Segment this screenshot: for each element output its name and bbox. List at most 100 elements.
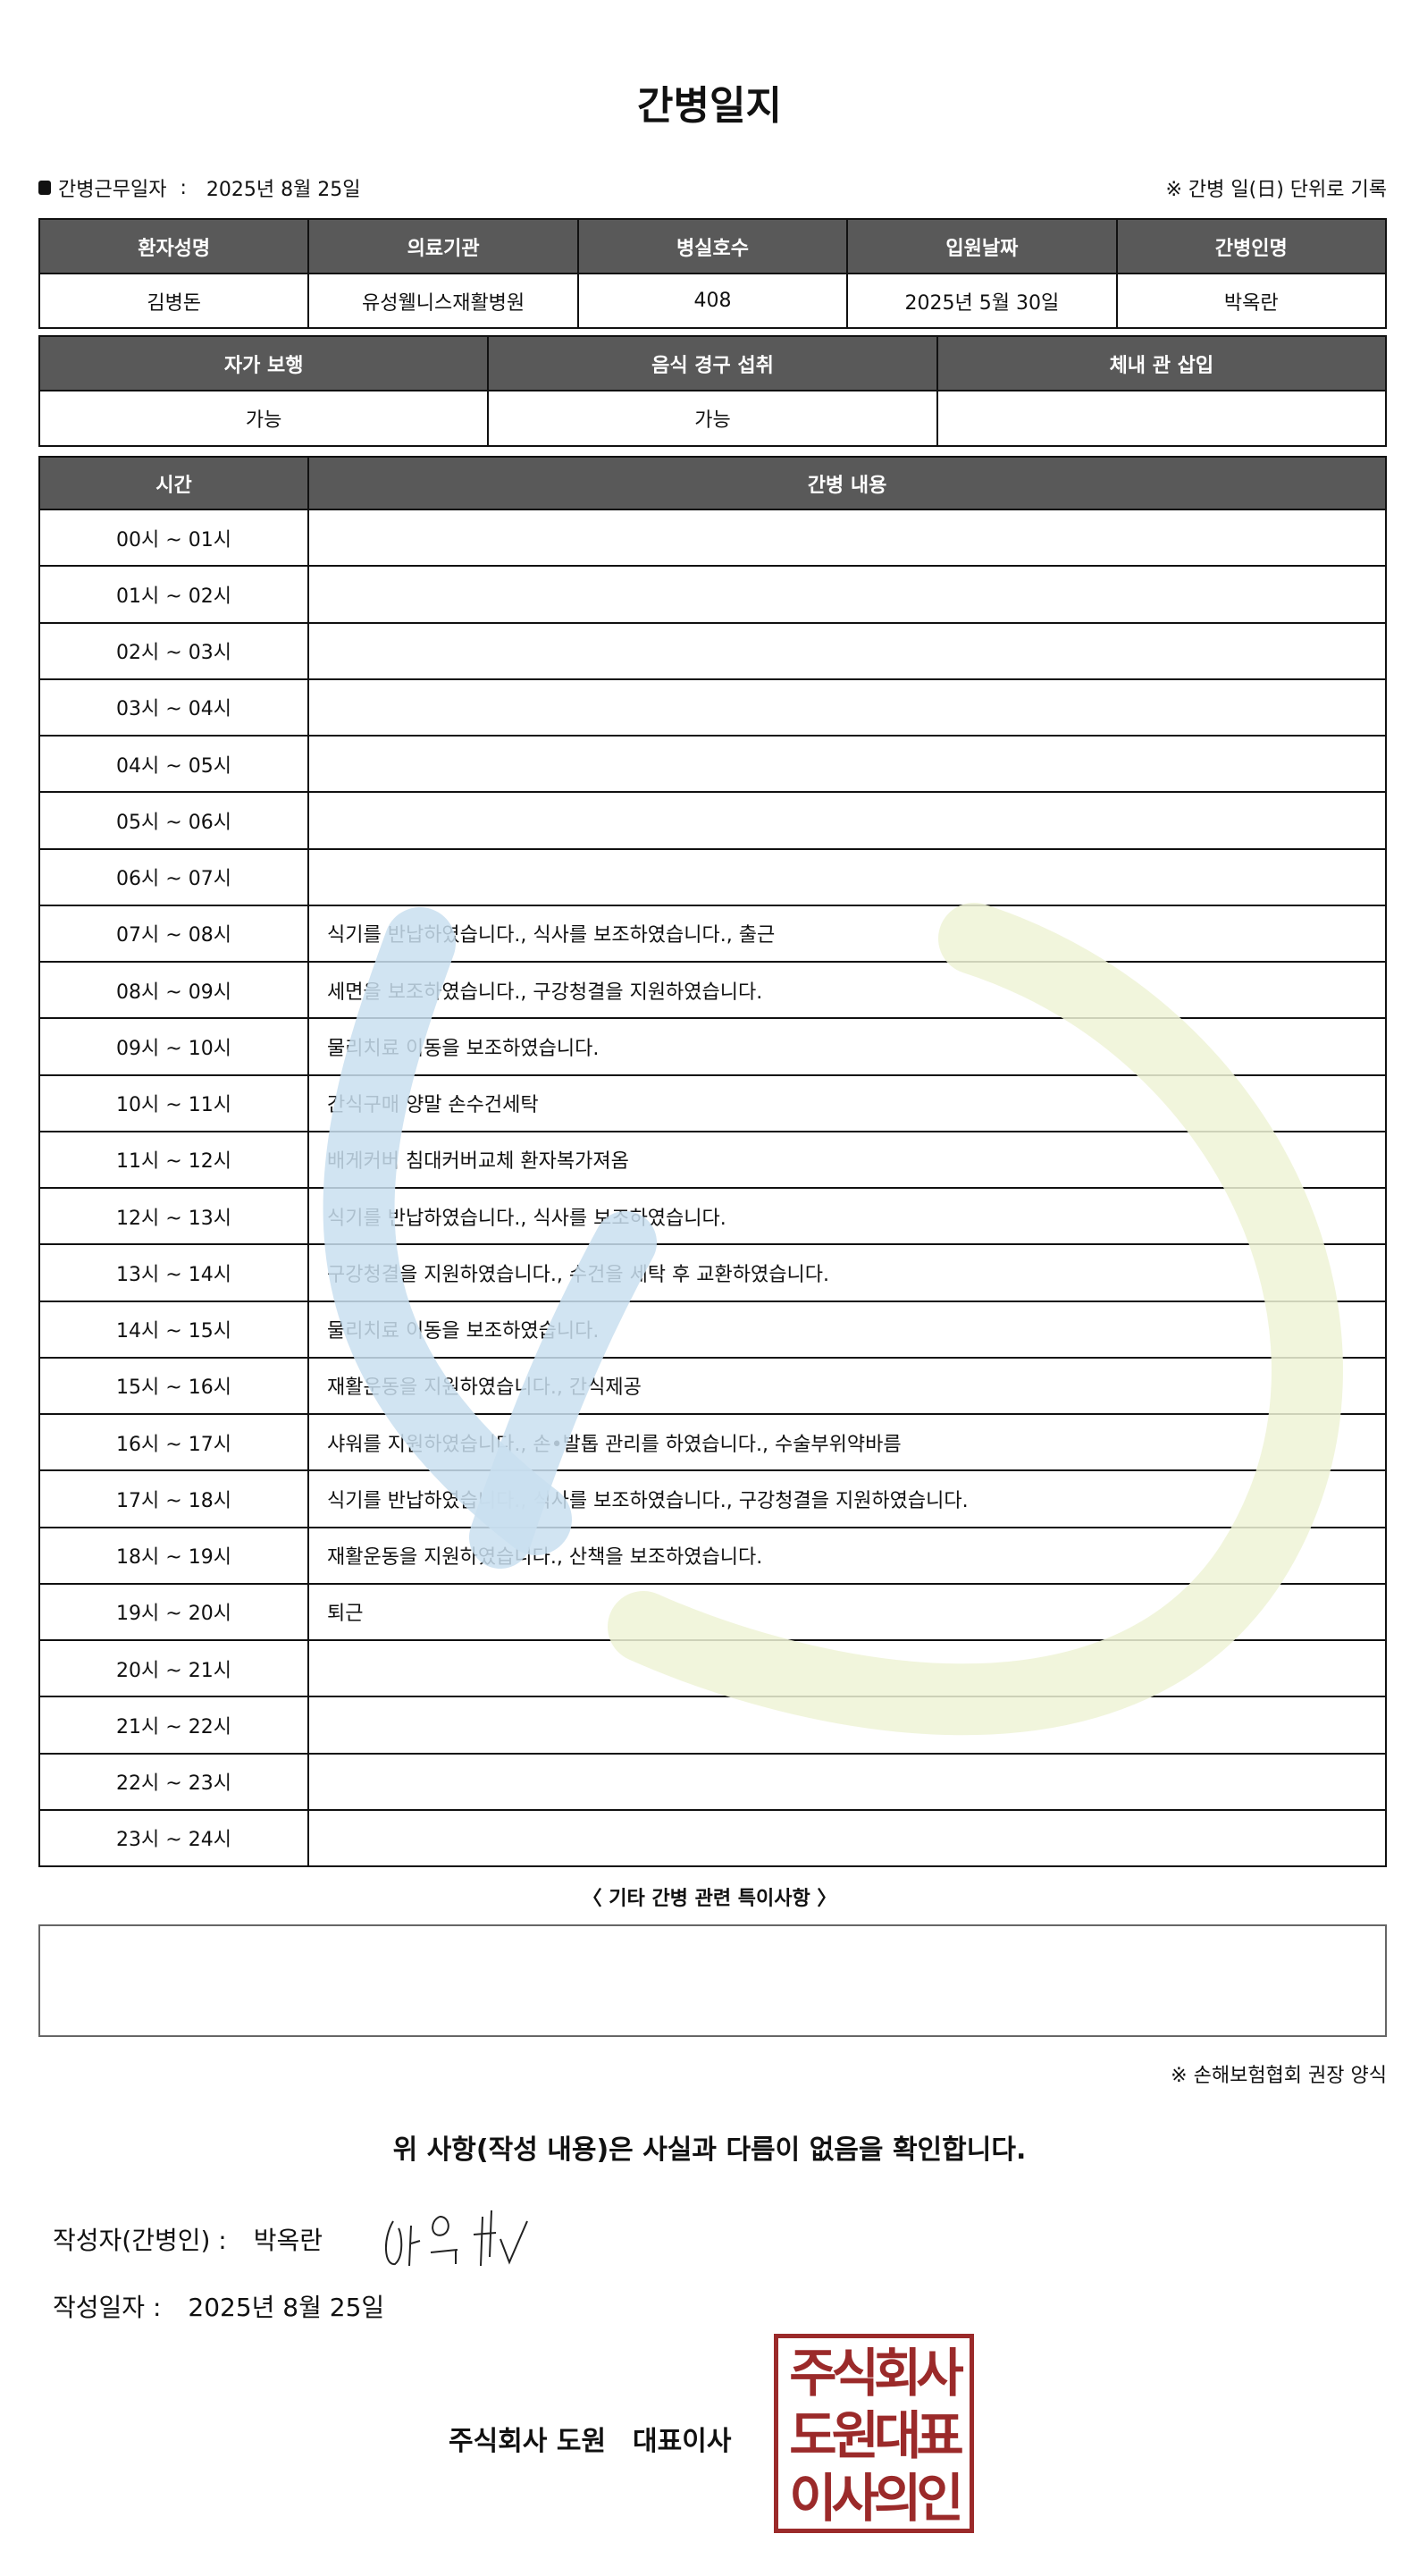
care-log-table: 시간 간병 내용 00시 ~ 01시 01시 ~ 02시 02시 ~ 03시 03시 … bbox=[38, 456, 1387, 1868]
form-note: ※ 손해보험협회 권장 양식 bbox=[1171, 2065, 1387, 2087]
log-time: 07시 ~ 08시 bbox=[38, 904, 309, 964]
log-content bbox=[307, 1752, 1387, 1811]
log-row: 18시 ~ 19시 재활운동을 지원하였습니다., 산책을 보조하였습니다. bbox=[38, 1526, 1387, 1585]
header-admission-date: 입원날짜 bbox=[846, 218, 1118, 274]
log-row: 17시 ~ 18시 식기를 반납하였습니다., 식사를 보조하였습니다., 구강청… bbox=[38, 1469, 1387, 1528]
header-content: 간병 내용 bbox=[307, 456, 1387, 510]
written-date-value: 2025년 8월 25일 bbox=[188, 2293, 385, 2322]
representative-title: 대표이사 bbox=[633, 2426, 732, 2457]
log-row: 23시 ~ 24시 bbox=[38, 1808, 1387, 1868]
remarks-label: 〈 기타 간병 관련 특이사항 〉 bbox=[582, 1888, 837, 1910]
log-time: 03시 ~ 04시 bbox=[38, 678, 309, 737]
log-content bbox=[307, 565, 1387, 624]
log-row: 04시 ~ 05시 bbox=[38, 734, 1387, 794]
log-content: 물리치료 이동을 보조하였습니다. bbox=[307, 1017, 1387, 1076]
log-row: 07시 ~ 08시 식기를 반납하였습니다., 식사를 보조하였습니다., 출근 bbox=[38, 904, 1387, 964]
log-time: 21시 ~ 22시 bbox=[38, 1696, 309, 1755]
log-row: 09시 ~ 10시 물리치료 이동을 보조하였습니다. bbox=[38, 1017, 1387, 1076]
remarks-box bbox=[38, 1924, 1387, 2037]
bullet-icon bbox=[38, 181, 51, 195]
log-row: 13시 ~ 14시 구강청결을 지원하였습니다., 수건을 세탁 후 교환하였습니… bbox=[38, 1243, 1387, 1302]
log-content: 식기를 반납하였습니다., 식사를 보조하였습니다. bbox=[307, 1186, 1387, 1246]
header-tube: 체내 관 삽입 bbox=[936, 335, 1388, 391]
writer-label: 작성자(간병인) : bbox=[53, 2226, 227, 2255]
admission-date: 2025년 5월 30일 bbox=[846, 273, 1118, 329]
log-row: 02시 ~ 03시 bbox=[38, 621, 1387, 680]
log-content: 간식구매 양말 손수건세탁 bbox=[307, 1073, 1387, 1132]
log-row: 08시 ~ 09시 세면을 보조하였습니다., 구강청결을 지원하였습니다. bbox=[38, 960, 1387, 1020]
work-date-value: 2025년 8월 25일 bbox=[206, 179, 361, 201]
log-content bbox=[307, 508, 1387, 568]
header-caregiver: 간병인명 bbox=[1115, 218, 1388, 274]
writer-name: 박옥란 bbox=[253, 2226, 323, 2255]
log-time: 11시 ~ 12시 bbox=[38, 1130, 309, 1190]
log-content bbox=[307, 621, 1387, 680]
log-time: 19시 ~ 20시 bbox=[38, 1582, 309, 1642]
log-content: 퇴근 bbox=[307, 1582, 1387, 1642]
log-content: 식기를 반납하였습니다., 식사를 보조하였습니다., 구강청결을 지원하였습니… bbox=[307, 1469, 1387, 1528]
log-time: 12시 ~ 13시 bbox=[38, 1186, 309, 1246]
confirmation-statement: 위 사항(작성 내용)은 사실과 다름이 없음을 확인합니다. bbox=[392, 2134, 1027, 2166]
status-table: 자가 보행 음식 경구 섭취 체내 관 삽입 가능 가능 bbox=[38, 335, 1388, 447]
patient-table: 환자성명 의료기관 병실호수 입원날짜 간병인명 김병돈 유성웰니스재활병원 4… bbox=[38, 218, 1388, 329]
log-time: 22시 ~ 23시 bbox=[38, 1752, 309, 1811]
log-content: 식기를 반납하였습니다., 식사를 보조하였습니다., 출근 bbox=[307, 904, 1387, 964]
log-time: 06시 ~ 07시 bbox=[38, 847, 309, 906]
log-row: 11시 ~ 12시 배게커버 침대커버교체 환자복가져옴 bbox=[38, 1130, 1387, 1190]
caregiver: 박옥란 bbox=[1115, 273, 1388, 329]
header-room: 병실호수 bbox=[576, 218, 849, 274]
room: 408 bbox=[576, 273, 849, 329]
log-content: 재활운동을 지원하였습니다., 산책을 보조하였습니다. bbox=[307, 1526, 1387, 1585]
log-row: 06시 ~ 07시 bbox=[38, 847, 1387, 906]
page-title: 간병일지 bbox=[637, 83, 782, 129]
log-row: 16시 ~ 17시 샤워를 지원하였습니다., 손•발톱 관리를 하였습니다., … bbox=[38, 1412, 1387, 1472]
log-content bbox=[307, 734, 1387, 794]
patient-name: 김병돈 bbox=[38, 273, 310, 329]
log-row: 15시 ~ 16시 재활운동을 지원하였습니다., 간식제공 bbox=[38, 1356, 1387, 1416]
writer: 작성자(간병인) : 박옥란 bbox=[53, 2221, 323, 2257]
header-time: 시간 bbox=[38, 456, 309, 510]
log-time: 17시 ~ 18시 bbox=[38, 1469, 309, 1528]
log-time: 02시 ~ 03시 bbox=[38, 621, 309, 680]
log-content bbox=[307, 1808, 1387, 1868]
log-row: 03시 ~ 04시 bbox=[38, 678, 1387, 737]
log-content: 배게커버 침대커버교체 환자복가져옴 bbox=[307, 1130, 1387, 1190]
log-time: 00시 ~ 01시 bbox=[38, 508, 309, 568]
log-time: 20시 ~ 21시 bbox=[38, 1638, 309, 1698]
log-time: 14시 ~ 15시 bbox=[38, 1300, 309, 1359]
log-row: 10시 ~ 11시 간식구매 양말 손수건세탁 bbox=[38, 1073, 1387, 1132]
log-content: 샤워를 지원하였습니다., 손•발톱 관리를 하였습니다., 수술부위약바름 bbox=[307, 1412, 1387, 1472]
log-time: 04시 ~ 05시 bbox=[38, 734, 309, 794]
header-patient-name: 환자성명 bbox=[38, 218, 310, 274]
walking: 가능 bbox=[38, 390, 490, 447]
header-hospital: 의료기관 bbox=[307, 218, 579, 274]
written-date-label: 작성일자 : bbox=[53, 2293, 162, 2322]
company-name: 주식회사 도원 bbox=[449, 2426, 607, 2457]
company-signature: 주식회사 도원 대표이사 bbox=[449, 2419, 731, 2458]
log-row: 00시 ~ 01시 bbox=[38, 508, 1387, 568]
log-time: 18시 ~ 19시 bbox=[38, 1526, 309, 1585]
log-content bbox=[307, 1696, 1387, 1755]
work-date-label: 간병근무일자 bbox=[58, 179, 167, 201]
log-content bbox=[307, 1638, 1387, 1698]
log-time: 08시 ~ 09시 bbox=[38, 960, 309, 1020]
log-row: 21시 ~ 22시 bbox=[38, 1696, 1387, 1755]
colon: : bbox=[173, 176, 199, 199]
header-oral-intake: 음식 경구 섭취 bbox=[487, 335, 938, 391]
log-content: 물리치료 이동을 보조하였습니다. bbox=[307, 1300, 1387, 1359]
handwritten-signature bbox=[384, 2210, 528, 2267]
log-time: 01시 ~ 02시 bbox=[38, 565, 309, 624]
hospital: 유성웰니스재활병원 bbox=[307, 273, 579, 329]
record-note: ※ 간병 일(日) 단위로 기록 bbox=[1165, 179, 1388, 201]
log-time: 05시 ~ 06시 bbox=[38, 791, 309, 850]
work-date: 간병근무일자 : 2025년 8월 25일 bbox=[38, 173, 361, 202]
log-row: 01시 ~ 02시 bbox=[38, 565, 1387, 624]
log-time: 23시 ~ 24시 bbox=[38, 1808, 309, 1868]
log-content: 구강청결을 지원하였습니다., 수건을 세탁 후 교환하였습니다. bbox=[307, 1243, 1387, 1302]
log-time: 10시 ~ 11시 bbox=[38, 1073, 309, 1132]
tube bbox=[936, 390, 1388, 447]
log-row: 22시 ~ 23시 bbox=[38, 1752, 1387, 1811]
log-row: 20시 ~ 21시 bbox=[38, 1638, 1387, 1698]
log-content bbox=[307, 678, 1387, 737]
company-seal: 주식회사도원대표이사의인 bbox=[774, 2334, 974, 2533]
